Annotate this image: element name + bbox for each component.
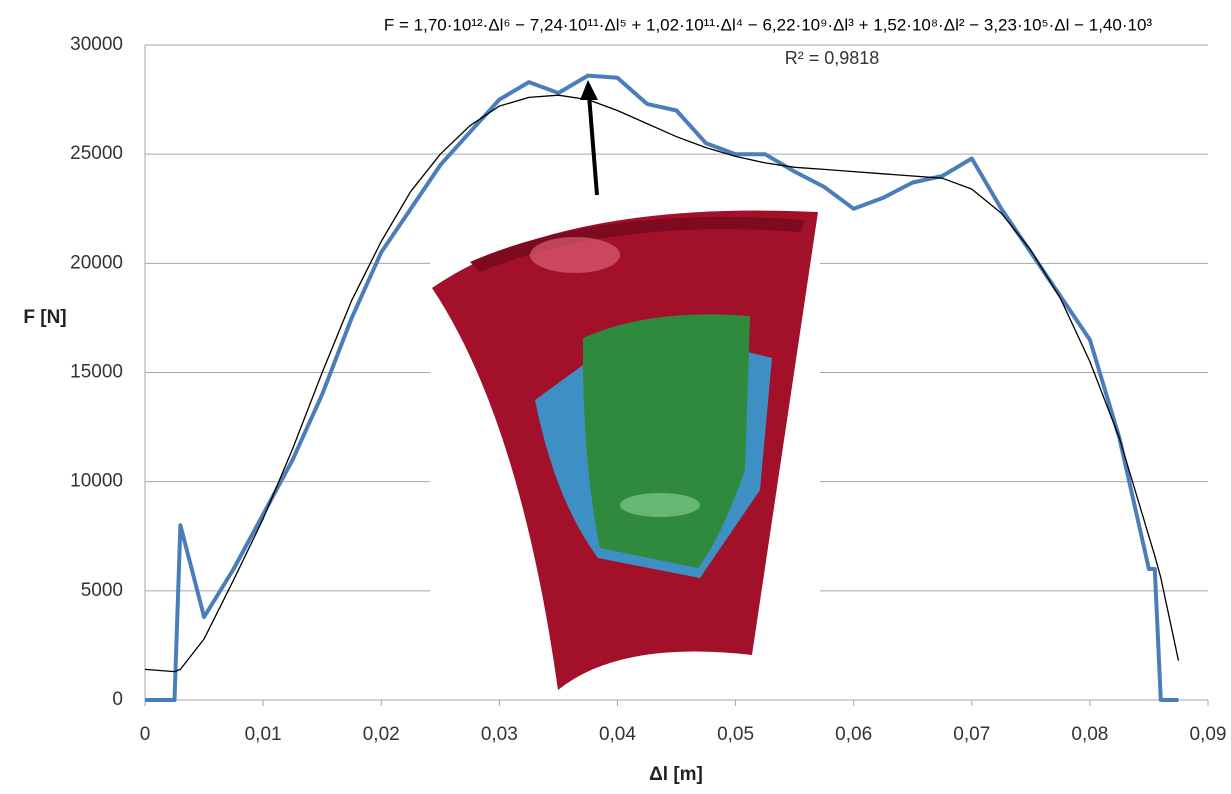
arrow [589, 95, 597, 195]
y-tick-label: 30000 [70, 34, 123, 55]
chart: F = 1,70·10¹²·Δl⁶ − 7,24·10¹¹·Δl⁵ + 1,02… [0, 0, 1231, 789]
x-tick-label: 0,04 [599, 724, 636, 745]
punch-highlight [620, 493, 700, 517]
y-axis-label: F [N] [23, 307, 66, 328]
highlight [530, 237, 620, 273]
y-tick-label: 0 [112, 689, 123, 710]
equation: F = 1,70·10¹²·Δl⁶ − 7,24·10¹¹·Δl⁵ + 1,02… [384, 15, 1153, 34]
y-tick-label: 10000 [70, 471, 123, 492]
y-tick-label: 15000 [70, 362, 123, 383]
fem-model-image [430, 80, 820, 698]
arrow-head [580, 80, 598, 100]
x-tick-label: 0,05 [717, 724, 754, 745]
x-axis-label: Δl [m] [649, 764, 703, 785]
x-tick-label: 0,08 [1071, 724, 1108, 745]
x-tick-label: 0,02 [363, 724, 400, 745]
y-tick-label: 5000 [81, 580, 123, 601]
x-tick-label: 0 [140, 724, 151, 745]
r-squared: R² = 0,9818 [785, 48, 880, 68]
y-tick-label: 25000 [70, 143, 123, 164]
x-tick-label: 0,06 [835, 724, 872, 745]
x-tick-label: 0,09 [1190, 724, 1227, 745]
x-tick-label: 0,01 [245, 724, 282, 745]
x-tick-label: 0,07 [953, 724, 990, 745]
x-tick-label: 0,03 [481, 724, 518, 745]
y-tick-label: 20000 [70, 252, 123, 273]
